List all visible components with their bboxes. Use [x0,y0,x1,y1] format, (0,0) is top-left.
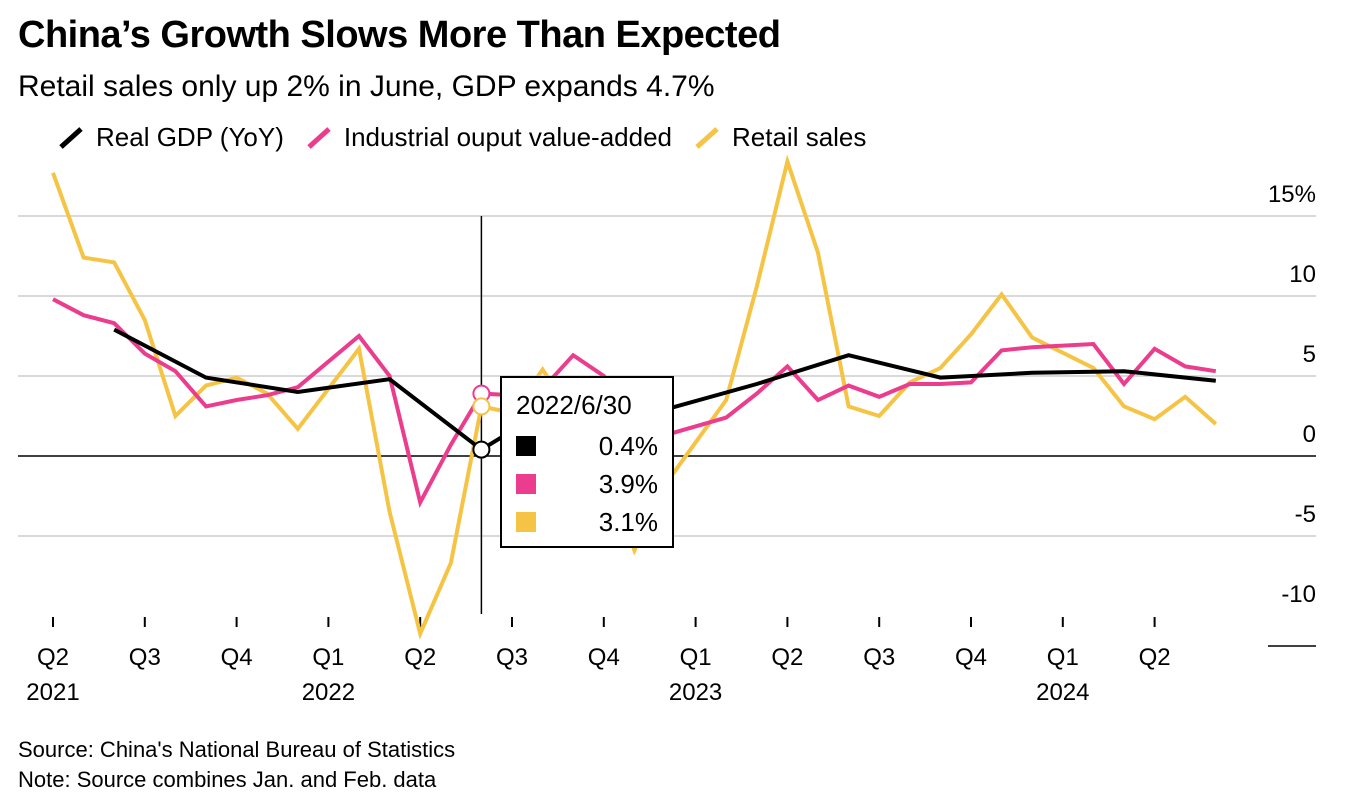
y-tick-label: 5 [1303,341,1316,368]
y-tick-label: -10 [1281,581,1316,608]
tooltip-row-industrial: 3.9% [516,465,658,503]
legend-swatch-gdp [59,126,83,149]
x-year-label: 2021 [26,679,79,706]
tooltip-date: 2022/6/30 [516,390,632,420]
chart-title: China’s Growth Slows More Than Expected [18,14,781,56]
x-tick-label: Q1 [312,644,344,671]
footnote: Note: Source combines Jan. and Feb. data [18,767,437,792]
legend-label-gdp: Real GDP (YoY) [96,122,284,152]
x-tick-label: Q2 [404,644,436,671]
x-tick-label: Q2 [771,644,803,671]
x-tick-label: Q4 [588,644,620,671]
x-tick-label: Q1 [680,644,712,671]
tooltip-row-gdp: 0.4% [516,427,658,465]
x-year-label: 2023 [669,679,722,706]
x-tick-label: Q3 [863,644,895,671]
hover-marker-gdp [472,440,491,459]
legend-item-retail[interactable]: Retail sales [694,122,866,153]
x-tick-label: Q4 [955,644,987,671]
legend-swatch-retail [695,126,719,149]
tooltip-swatch [516,512,536,532]
y-tick-label: 10 [1289,261,1316,288]
legend-label-industrial: Industrial ouput value-added [343,122,672,152]
tooltip-swatch [516,436,536,456]
legend-swatch-line [695,126,719,149]
legend-item-industrial[interactable]: Industrial ouput value-added [306,122,672,153]
x-tick-label: Q2 [1139,644,1171,671]
x-tick-label: Q2 [37,644,69,671]
legend: Real GDP (YoY) Industrial ouput value-ad… [58,122,888,153]
y-tick-label: 15% [1268,181,1316,208]
hover-markers [472,384,491,459]
legend-label-retail: Retail sales [732,122,867,152]
chart-subtitle: Retail sales only up 2% in June, GDP exp… [18,70,715,103]
hover-marker-retail [472,397,491,416]
source-note: Source: China's National Bureau of Stati… [18,737,456,762]
x-tick-label: Q1 [1047,644,1079,671]
legend-swatch-industrial [307,126,331,149]
x-year-label: 2022 [302,679,355,706]
y-tick-label: 0 [1303,421,1316,448]
legend-swatch-line [59,126,83,149]
x-axis: Q2 2021 Q3 Q4 Q1 2022 Q2 Q3 Q4 Q1 2023 Q2 Q3 Q4 Q1 2024… [26,617,1171,706]
hover-tooltip: 2022/6/30 0.4% 3.9% 3.1% [500,376,674,548]
tooltip-swatch [516,474,536,494]
x-tick-label: Q3 [129,644,161,671]
tooltip-value: 3.9% [598,468,658,499]
x-year-label: 2024 [1036,679,1089,706]
x-tick-label: Q4 [221,644,253,671]
legend-item-gdp[interactable]: Real GDP (YoY) [58,122,284,153]
tooltip-value: 0.4% [598,430,658,461]
y-tick-label: -5 [1295,501,1316,528]
footer: Source: China's National Bureau of Stati… [18,735,455,795]
x-tick-label: Q3 [496,644,528,671]
tooltip-row-retail: 3.1% [516,503,658,541]
tooltip-value: 3.1% [598,506,658,537]
y-axis-labels: 15% 10 5 0 -5 -10 [1268,181,1316,608]
legend-swatch-line [307,126,331,149]
